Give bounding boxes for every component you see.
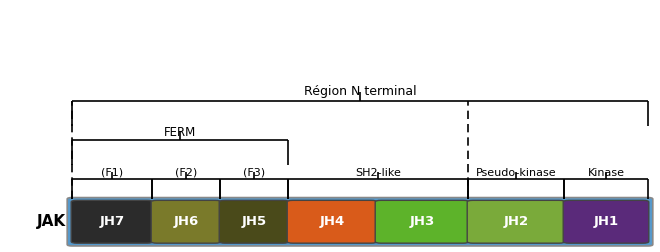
- Text: SH2-like: SH2-like: [355, 168, 401, 178]
- Text: JH5: JH5: [242, 215, 267, 228]
- Text: JH1: JH1: [593, 215, 618, 228]
- Text: JH2: JH2: [504, 215, 529, 228]
- Text: JH3: JH3: [409, 215, 435, 228]
- FancyBboxPatch shape: [467, 200, 565, 243]
- Text: (F3): (F3): [243, 168, 265, 178]
- FancyBboxPatch shape: [219, 200, 289, 243]
- FancyBboxPatch shape: [67, 198, 653, 246]
- Text: (F2): (F2): [175, 168, 197, 178]
- FancyBboxPatch shape: [375, 200, 469, 243]
- Text: Région N terminal: Région N terminal: [304, 85, 416, 98]
- Text: Kinase: Kinase: [587, 168, 624, 178]
- FancyBboxPatch shape: [563, 200, 649, 243]
- Text: JH4: JH4: [319, 215, 345, 228]
- Text: FERM: FERM: [164, 125, 196, 139]
- Text: (F1): (F1): [101, 168, 123, 178]
- Text: JH7: JH7: [100, 215, 125, 228]
- FancyBboxPatch shape: [287, 200, 377, 243]
- Text: JAK: JAK: [36, 214, 65, 229]
- Text: Pseudo-kinase: Pseudo-kinase: [476, 168, 556, 178]
- FancyBboxPatch shape: [71, 200, 153, 243]
- FancyBboxPatch shape: [151, 200, 221, 243]
- Text: JH6: JH6: [174, 215, 199, 228]
